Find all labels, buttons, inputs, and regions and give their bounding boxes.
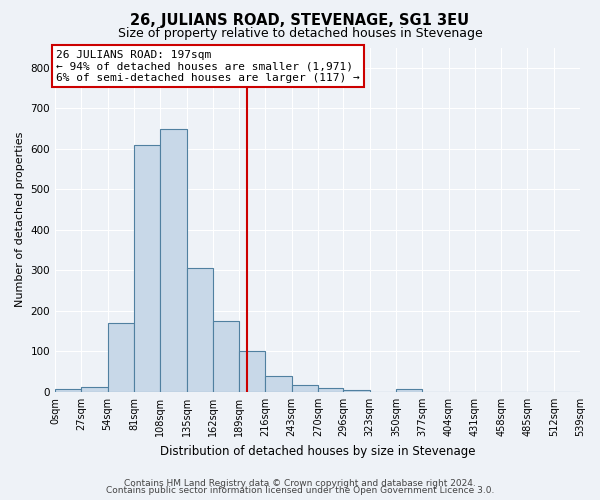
Bar xyxy=(55,388,82,392)
Bar xyxy=(160,128,187,392)
Text: Size of property relative to detached houses in Stevenage: Size of property relative to detached ho… xyxy=(118,28,482,40)
Bar xyxy=(318,388,343,392)
Bar xyxy=(187,268,213,392)
Bar xyxy=(396,388,422,392)
Y-axis label: Number of detached properties: Number of detached properties xyxy=(15,132,25,308)
Bar xyxy=(82,386,107,392)
Bar xyxy=(265,376,292,392)
Bar xyxy=(107,323,134,392)
Bar xyxy=(239,352,265,392)
X-axis label: Distribution of detached houses by size in Stevenage: Distribution of detached houses by size … xyxy=(160,444,475,458)
Bar xyxy=(292,384,318,392)
Text: Contains HM Land Registry data © Crown copyright and database right 2024.: Contains HM Land Registry data © Crown c… xyxy=(124,478,476,488)
Text: 26, JULIANS ROAD, STEVENAGE, SG1 3EU: 26, JULIANS ROAD, STEVENAGE, SG1 3EU xyxy=(130,12,470,28)
Text: 26 JULIANS ROAD: 197sqm
← 94% of detached houses are smaller (1,971)
6% of semi-: 26 JULIANS ROAD: 197sqm ← 94% of detache… xyxy=(56,50,360,82)
Text: Contains public sector information licensed under the Open Government Licence 3.: Contains public sector information licen… xyxy=(106,486,494,495)
Bar xyxy=(213,321,239,392)
Bar xyxy=(134,145,160,392)
Bar xyxy=(343,390,370,392)
